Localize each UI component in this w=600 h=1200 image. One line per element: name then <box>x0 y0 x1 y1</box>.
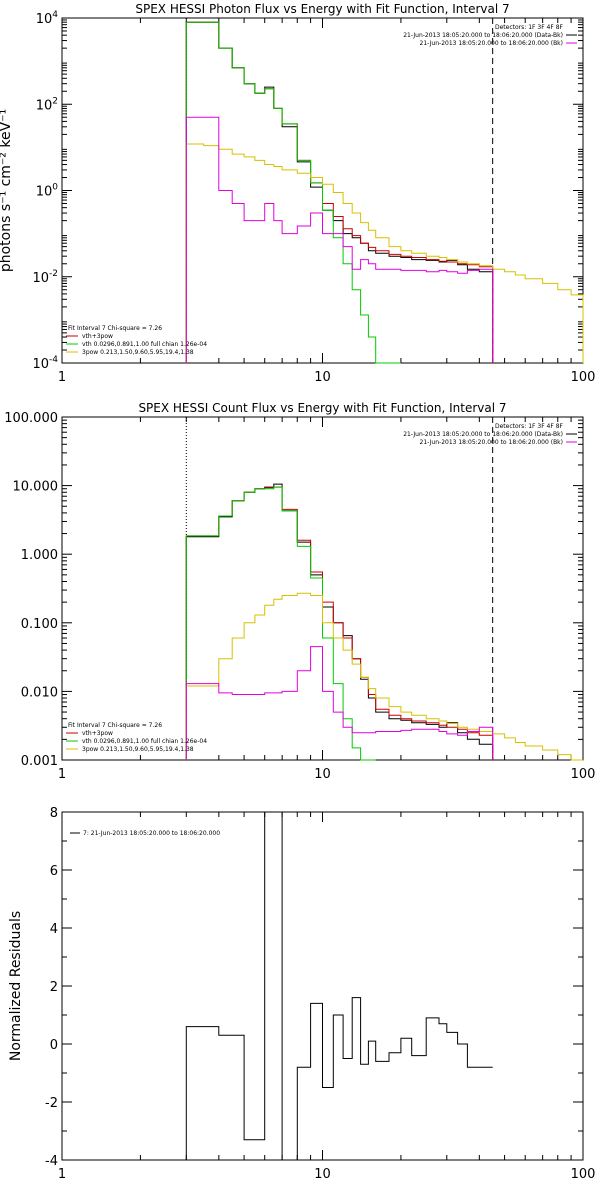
x-tick-label: 100 <box>571 370 596 385</box>
legend-entry: Fit Interval 7 Chi-square = 7.26 <box>68 325 162 332</box>
legend-entry: 7: 21-Jun-2013 18:05:20.000 to 18:06:20.… <box>83 830 220 837</box>
y-tick-label: 104 <box>36 10 59 27</box>
legend-entry: vth+3pow <box>82 333 113 340</box>
y-tick-label: 8 <box>50 806 58 821</box>
y-tick-label: 2 <box>50 980 58 995</box>
x-tick-label: 1 <box>58 370 66 385</box>
series-line-vth <box>185 21 401 364</box>
series-line-bk <box>185 646 494 760</box>
y-tick-label: 6 <box>50 864 58 879</box>
y-tick-label: 102 <box>36 96 58 113</box>
x-tick-label: 100 <box>571 767 596 782</box>
y-tick-label: 0.010 <box>21 685 58 700</box>
legend-entry: Fit Interval 7 Chi-square = 7.26 <box>68 722 162 729</box>
x-tick-label: 100 <box>571 1167 596 1182</box>
x-tick-label: 1 <box>58 767 66 782</box>
series-line-vth <box>185 486 376 761</box>
y-tick-label: 1.000 <box>21 548 58 563</box>
series-line-3pow <box>185 143 584 363</box>
series-line-data-bk <box>185 483 494 760</box>
legend-entry: 3pow 0.213,1.50,9.60,5.95,19.4,1.38 <box>82 746 194 753</box>
x-tick-label: 10 <box>314 1167 331 1182</box>
legend-entry: vth 0.0296,0.891,1.00 full chian 1.26e-0… <box>82 341 207 348</box>
legend-entry: vth 0.0296,0.891,1.00 full chian 1.26e-0… <box>82 738 207 745</box>
y-tick-label: 10-2 <box>32 269 58 286</box>
y-tick-label: 10.000 <box>13 480 59 495</box>
x-tick-label: 10 <box>314 370 331 385</box>
legend-entry: Detectors: 1F 3F 4F 8F <box>495 24 564 31</box>
series-line-7-21-jun-2013-18-05-20-000-to-18-06-20-000 <box>185 811 493 1161</box>
legend-entry: 21-Jun-2013 18:05:20.000 to 18:06:20.000… <box>403 431 563 438</box>
y-tick-label: 4 <box>50 922 58 937</box>
legend-entry: 21-Jun-2013 18:05:20.000 to 18:06:20.000… <box>420 40 563 47</box>
series-line-vth-3pow <box>185 486 494 760</box>
x-tick-label: 10 <box>314 767 331 782</box>
y-tick-label: 0 <box>50 1038 58 1053</box>
legend-entry: vth+3pow <box>82 730 113 737</box>
y-tick-label: -2 <box>45 1096 58 1111</box>
chart-title: SPEX HESSI Count Flux vs Energy with Fit… <box>138 401 506 415</box>
series-line-3pow <box>185 592 583 761</box>
y-tick-label: 100.000 <box>4 411 58 426</box>
y-tick-label: -4 <box>45 1154 58 1169</box>
series-line-bk <box>185 116 494 363</box>
x-tick-label: 1 <box>58 1167 66 1182</box>
chart-title: SPEX HESSI Photon Flux vs Energy with Fi… <box>135 2 509 16</box>
y-tick-label: 0.100 <box>21 617 58 632</box>
y-tick-label: 0.001 <box>21 754 58 769</box>
y-tick-label: 100 <box>36 183 59 200</box>
y-axis-label: Normalized Residuals <box>8 911 24 1061</box>
legend-entry: 21-Jun-2013 18:05:20.000 to 18:06:20.000… <box>403 32 563 39</box>
legend-entry: 21-Jun-2013 18:05:20.000 to 18:06:20.000… <box>420 439 563 446</box>
y-tick-label: 10-4 <box>32 355 58 372</box>
y-axis-label: photons s⁻¹ cm⁻² keV⁻¹ <box>0 109 14 272</box>
legend-entry: 3pow 0.213,1.50,9.60,5.95,19.4,1.38 <box>82 349 194 356</box>
legend-entry: Detectors: 1F 3F 4F 8F <box>495 423 564 430</box>
plot-frame <box>61 811 584 1161</box>
